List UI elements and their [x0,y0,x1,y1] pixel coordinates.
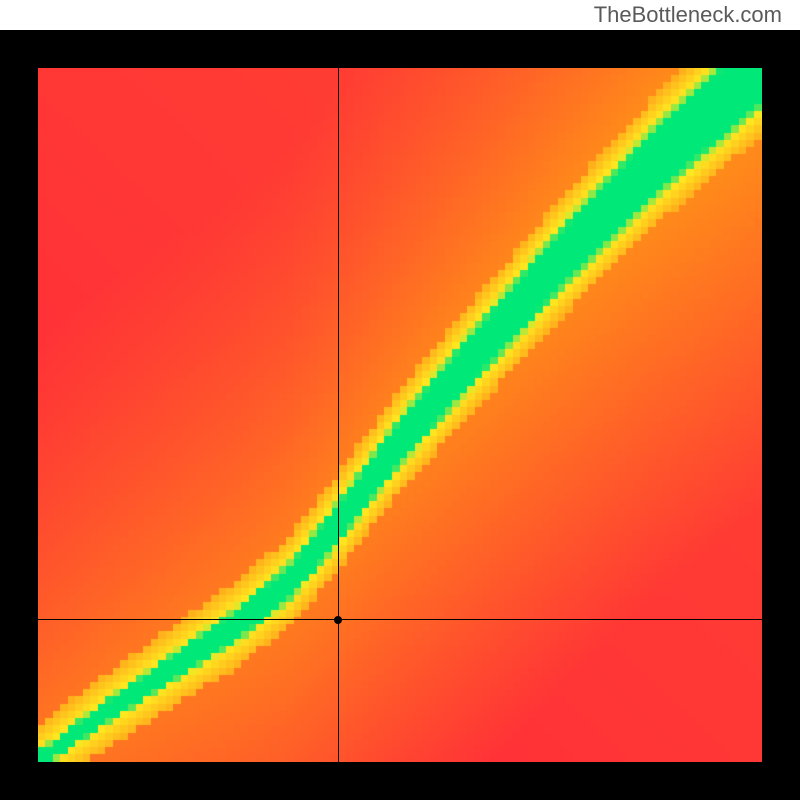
heatmap-canvas [38,68,762,762]
crosshair-horizontal [38,619,762,620]
heatmap-plot-area [38,68,762,762]
crosshair-vertical [338,68,339,762]
bottleneck-heatmap [0,30,800,800]
watermark-text: TheBottleneck.com [594,2,782,28]
